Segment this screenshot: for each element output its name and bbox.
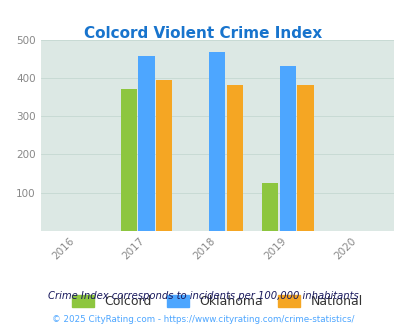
Bar (138, 56, 154, 231)
Bar (279, 66, 295, 231)
Bar (296, 85, 313, 231)
Bar (261, 183, 278, 231)
Bar (156, 80, 172, 231)
Legend: Colcord, Oklahoma, National: Colcord, Oklahoma, National (72, 295, 362, 308)
Bar (226, 85, 243, 231)
Text: © 2025 CityRating.com - https://www.cityrating.com/crime-statistics/: © 2025 CityRating.com - https://www.city… (51, 315, 354, 324)
Bar (120, 89, 137, 231)
Text: Colcord Violent Crime Index: Colcord Violent Crime Index (84, 26, 321, 41)
Bar (209, 52, 225, 231)
Text: Crime Index corresponds to incidents per 100,000 inhabitants: Crime Index corresponds to incidents per… (47, 291, 358, 301)
